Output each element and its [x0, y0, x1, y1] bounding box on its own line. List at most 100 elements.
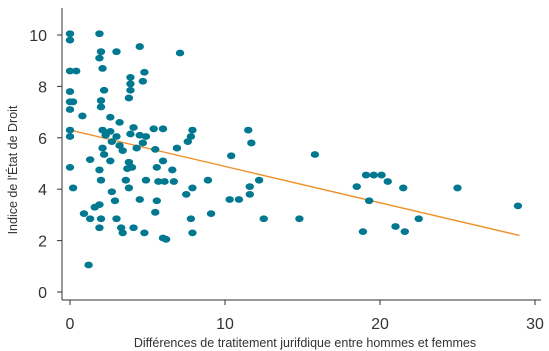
data-point	[68, 98, 78, 106]
data-point	[513, 202, 523, 210]
data-point	[352, 183, 361, 191]
data-point	[127, 163, 137, 171]
data-point	[107, 188, 117, 196]
data-point	[72, 67, 81, 75]
data-point	[85, 156, 95, 164]
data-point	[85, 215, 95, 223]
data-point	[106, 157, 115, 165]
data-point	[141, 133, 151, 140]
data-point	[98, 65, 107, 72]
data-point	[414, 215, 423, 223]
x-axis-label: Différences de tratitement jurifdique en…	[134, 336, 476, 350]
data-point	[361, 171, 371, 179]
data-point	[65, 126, 75, 134]
data-point	[95, 224, 104, 232]
data-point	[383, 178, 392, 185]
data-point	[96, 97, 106, 104]
data-point	[151, 145, 160, 153]
data-point	[391, 223, 400, 230]
data-point	[175, 49, 185, 57]
data-point	[160, 178, 169, 185]
data-point	[79, 210, 89, 218]
y-tick-label: 0	[38, 285, 47, 302]
data-point	[99, 86, 109, 94]
x-tick-label: 10	[216, 316, 234, 333]
data-point	[182, 190, 191, 198]
data-point	[158, 157, 168, 165]
data-point	[149, 125, 158, 133]
data-point	[295, 215, 304, 223]
y-tick-label: 2	[38, 234, 47, 251]
data-point	[234, 196, 244, 203]
data-point	[310, 151, 320, 158]
y-tick-label: 10	[29, 28, 47, 45]
data-point	[126, 130, 135, 138]
data-point	[358, 228, 368, 236]
data-point	[172, 144, 182, 152]
data-point	[151, 208, 160, 216]
data-point	[95, 166, 104, 174]
x-ticks: 0 10 20 30	[66, 300, 544, 333]
data-point	[158, 234, 168, 242]
y-tick-label: 4	[38, 182, 47, 199]
data-point	[96, 103, 106, 111]
data-point	[377, 171, 386, 179]
data-point	[138, 139, 148, 147]
data-point	[84, 261, 93, 269]
data-point	[107, 138, 117, 146]
data-point	[225, 196, 234, 203]
data-point	[118, 147, 127, 155]
data-point	[245, 183, 254, 191]
trend-line	[69, 129, 520, 237]
data-point	[206, 210, 216, 218]
data-point	[65, 30, 75, 38]
data-point	[96, 215, 106, 223]
data-point	[98, 144, 107, 152]
data-point	[95, 54, 104, 62]
data-point	[186, 215, 196, 223]
data-point	[112, 48, 121, 56]
x-tick-label: 30	[526, 316, 544, 333]
y-ticks: 0 2 4 6 8 10	[29, 28, 62, 302]
data-point	[135, 43, 144, 50]
data-point	[188, 126, 197, 134]
data-point	[124, 94, 134, 102]
data-point	[106, 113, 115, 121]
data-point	[254, 176, 264, 184]
data-point	[106, 127, 115, 135]
data-point	[115, 142, 124, 149]
data-point	[453, 184, 462, 192]
data-point	[152, 197, 161, 205]
data-point	[168, 166, 177, 174]
y-tick-label: 8	[38, 79, 47, 96]
data-point	[227, 152, 236, 160]
y-axis-label: Indice de l'État de Droit	[5, 105, 20, 234]
data-point	[129, 224, 138, 232]
data-point	[183, 138, 192, 146]
data-point	[141, 176, 151, 184]
data-point	[115, 118, 124, 126]
data-point	[138, 77, 148, 85]
data-point	[140, 229, 149, 237]
data-point	[158, 125, 168, 133]
data-point	[118, 229, 127, 237]
data-point	[65, 133, 75, 140]
data-point	[116, 224, 126, 232]
data-point	[112, 215, 121, 223]
data-point	[135, 196, 144, 203]
data-point	[259, 215, 268, 223]
data-point	[124, 184, 134, 192]
data-point	[65, 106, 75, 113]
data-point	[154, 178, 163, 185]
data-point	[112, 133, 121, 140]
data-point	[132, 144, 141, 152]
data-point	[110, 197, 120, 205]
data-point	[364, 197, 374, 205]
data-point	[95, 201, 104, 209]
data-point	[121, 176, 130, 184]
data-point	[126, 80, 135, 88]
data-point	[65, 88, 75, 95]
data-point	[126, 86, 135, 94]
data-point	[399, 184, 408, 192]
data-point	[129, 124, 138, 131]
